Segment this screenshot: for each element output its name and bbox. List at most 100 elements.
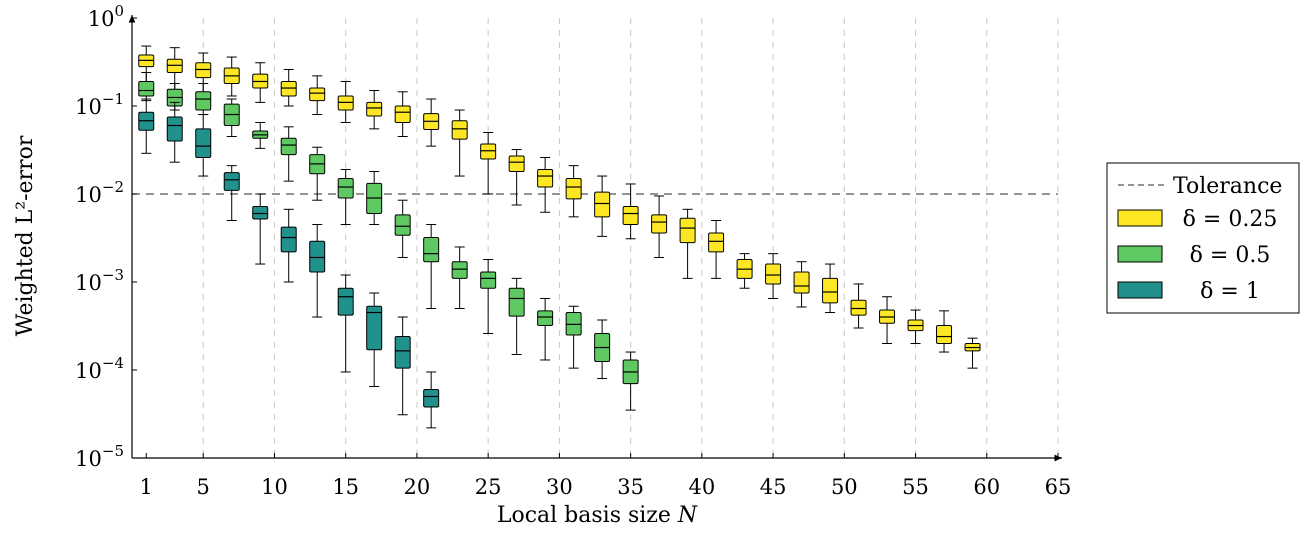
box-body [451,261,468,279]
y-tick-exp-1: −1 [102,90,124,108]
box-1-n21 [423,224,440,309]
box-0-n17 [366,90,383,130]
box-body [337,287,354,316]
box-1-n25 [480,259,497,334]
box-1-n23 [451,246,468,309]
box-body [651,214,668,234]
x-axis-label-variable: N [677,503,698,528]
box-0-n11 [280,68,297,107]
y-axis-label-text: Weighted L²-error [13,135,38,336]
box-body [565,178,582,200]
box-body [537,168,554,188]
box-2-n9 [252,193,269,265]
box-2-n15 [337,274,354,373]
box-0-n45 [765,253,782,299]
box-1-n11 [280,126,297,182]
box-1-n15 [337,168,354,226]
y-tick-base-5: 10 [75,447,102,471]
box-0-n13 [309,75,326,116]
box-body [508,287,525,317]
box-0-n19 [394,91,411,138]
x-tick-label-5: 5 [197,475,210,499]
box-2-n3 [166,101,183,163]
x-tick-labels: 1 5 10 15 20 25 30 35 40 45 50 55 60 65 [140,453,1071,499]
box-2-n17 [366,292,383,387]
box-0-n9 [252,62,269,103]
box-body [765,263,782,285]
y-tick-base-2: 10 [75,183,102,207]
box-1-n17 [366,171,383,226]
legend-label-delta-05: δ = 0.5 [1190,243,1271,268]
box-0-n41 [708,219,725,279]
x-tick-label-15: 15 [332,475,359,499]
y-tick-base-1: 10 [75,95,102,119]
box-0-n47 [793,261,810,308]
box-0-n23 [451,109,468,177]
box-1-n35 [622,351,639,411]
box-body [195,128,212,158]
box-1-n31 [565,305,582,369]
box-1-n19 [394,199,411,258]
y-tick-exp-4: −4 [102,354,124,372]
x-tick-label-50: 50 [831,475,858,499]
box-body [138,80,155,97]
box-1-n5 [195,83,212,116]
box-body [337,178,354,199]
box-body [394,336,411,369]
x-tick-label-45: 45 [760,475,787,499]
legend-swatch-delta-025 [1117,209,1163,227]
y-tick-label-2: 10−2 [75,178,124,207]
box-2-n21 [423,371,440,429]
y-tick-base-4: 10 [75,359,102,383]
box-2-n13 [309,224,326,318]
box-body [366,305,383,351]
x-axis-label-text: Local basis size [497,503,678,528]
y-tick-exp-5: −5 [102,442,124,460]
box-body [309,87,326,102]
x-tick-label-40: 40 [688,475,715,499]
axes [128,15,1062,462]
box-body [565,312,582,336]
box-0-n55 [907,309,924,345]
y-tick-base-3: 10 [75,271,102,295]
box-body [850,299,867,316]
box-0-n27 [508,149,525,206]
box-body [451,120,468,140]
y-tick-base-0: 10 [88,7,115,31]
box-body [280,226,297,253]
box-1-n13 [309,146,326,201]
box-0-n57 [936,310,953,353]
box-body [195,91,212,111]
box-0-n53 [879,296,896,345]
box-1-n33 [594,319,611,380]
box-body [366,101,383,117]
box-1-n9 [252,121,269,149]
legend-frame [1106,162,1300,314]
box-body [166,116,183,142]
box-1-n1 [138,72,155,102]
x-tick-label-35: 35 [617,475,644,499]
legend-swatch-delta-05 [1117,245,1163,263]
box-body [508,155,525,173]
box-body [822,277,839,304]
x-tick-label-25: 25 [475,475,502,499]
box-1-n29 [537,297,554,361]
box-0-n51 [850,283,867,329]
box-0-n25 [480,131,497,195]
y-tick-label-4: 10−4 [75,354,124,383]
box-2-n5 [195,114,212,177]
box-0-n39 [679,208,696,279]
box-body [280,137,297,156]
box-0-n15 [337,80,354,123]
box-body [394,105,411,123]
y-tick-exp-3: −3 [102,266,124,284]
box-0-n31 [565,165,582,218]
box-body [480,143,497,160]
box-body [423,389,440,408]
box-0-n59 [964,337,981,369]
x-tick-label-20: 20 [404,475,431,499]
box-body [223,172,240,191]
legend-label-delta-1: δ = 1 [1200,279,1260,304]
